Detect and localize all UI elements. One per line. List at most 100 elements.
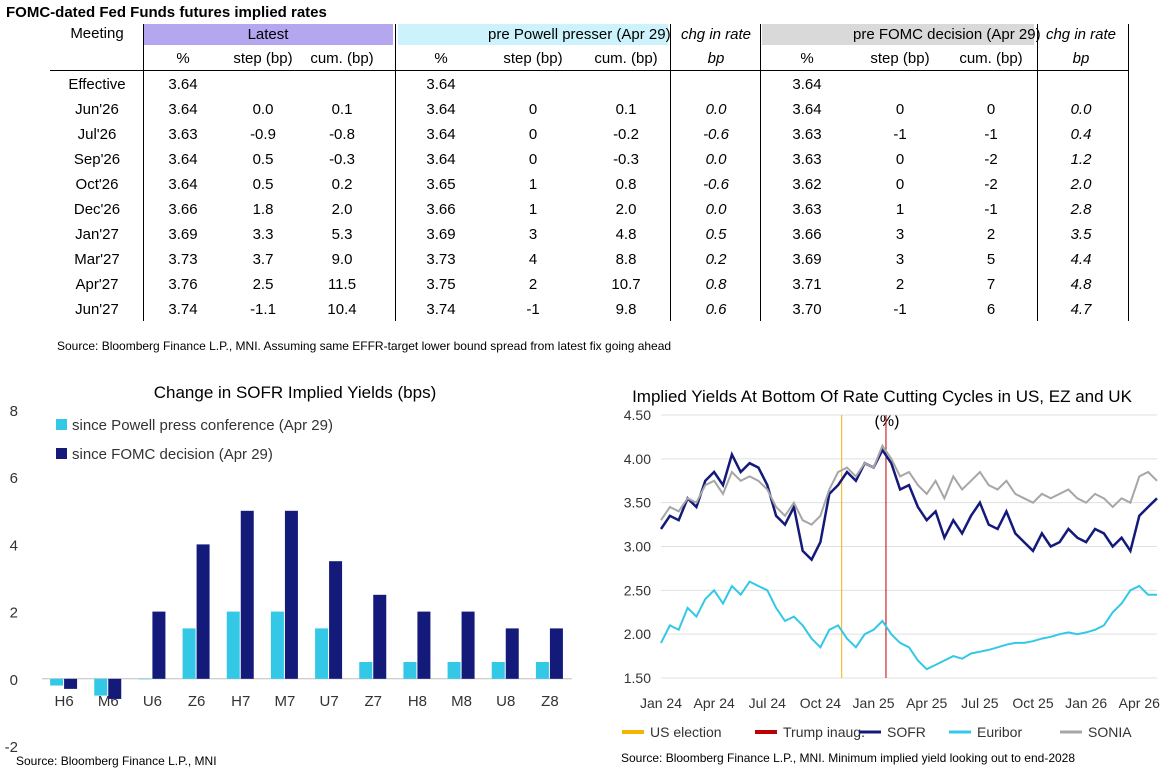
y-tick-label: 0 <box>10 672 18 689</box>
y-tick-label: 2.50 <box>624 582 651 598</box>
column-header: % <box>176 50 190 67</box>
bar-since Powell press conference (Apr 29) <box>491 662 505 679</box>
table-cell: 4.8 <box>615 226 637 243</box>
meeting-label: Apr'27 <box>75 276 119 293</box>
table-cell: 3.63 <box>792 201 822 218</box>
table-cell: -1.1 <box>250 301 276 318</box>
x-tick-label: Oct 24 <box>800 695 841 711</box>
y-tick-label: 1.50 <box>624 670 651 686</box>
table-cell: 3.73 <box>426 251 456 268</box>
table-cell: 0 <box>528 126 538 143</box>
table-cell: 3.64 <box>792 76 822 93</box>
meeting-label: Jan'27 <box>75 226 119 243</box>
table-cell: 3.64 <box>168 176 198 193</box>
meeting-label: Mar'27 <box>74 251 120 268</box>
table-cell: -0.9 <box>250 126 276 143</box>
table-cell: 0.0 <box>705 151 727 168</box>
table-cell: 3.76 <box>168 276 198 293</box>
table-divider <box>395 24 396 321</box>
meeting-header: Meeting <box>70 25 124 42</box>
table-cell: 3 <box>895 226 905 243</box>
table-title: FOMC-dated Fed Funds futures implied rat… <box>6 4 327 21</box>
table-divider <box>1037 24 1038 321</box>
bar-since FOMC decision (Apr 29) <box>284 510 298 679</box>
table-cell: -0.3 <box>329 151 355 168</box>
table-cell: 5.3 <box>331 226 353 243</box>
table-cell: 3.66 <box>426 201 456 218</box>
bar-since Powell press conference (Apr 29) <box>138 678 152 680</box>
table-cell: -0.3 <box>613 151 639 168</box>
series-line-Euribor <box>660 580 1157 671</box>
bar-since FOMC decision (Apr 29) <box>240 510 254 679</box>
legend-label: since Powell press conference (Apr 29) <box>72 417 333 434</box>
legend-label: US election <box>650 724 722 740</box>
table-cell: -1 <box>526 301 540 318</box>
table-cell: 6 <box>986 301 996 318</box>
table-cell: 0.6 <box>705 301 727 318</box>
meeting-label: Jul'26 <box>77 126 117 143</box>
bar-since Powell press conference (Apr 29) <box>403 662 417 679</box>
table-cell: 2.0 <box>615 201 637 218</box>
x-tick-label: Apr 25 <box>906 695 947 711</box>
meeting-label: Dec'26 <box>73 201 121 218</box>
table-cell: 3.69 <box>168 226 198 243</box>
x-tick-label: U7 <box>319 693 338 710</box>
table-divider <box>143 24 144 321</box>
header-rule <box>50 70 1128 71</box>
table-cell: -1 <box>893 126 907 143</box>
table-cell: 5 <box>986 251 996 268</box>
table-cell: 3 <box>528 226 538 243</box>
table-cell: 4.4 <box>1070 251 1092 268</box>
table-cell: 10.4 <box>327 301 357 318</box>
table-cell: 0.1 <box>331 101 353 118</box>
x-tick-label: Jul 25 <box>961 695 999 711</box>
table-divider <box>670 24 671 321</box>
table-cell: 9.0 <box>331 251 353 268</box>
table-cell: 7 <box>986 276 996 293</box>
y-tick-label: 2 <box>10 605 18 622</box>
latest-header-band <box>143 24 393 45</box>
table-cell: 3.7 <box>252 251 274 268</box>
bar-since FOMC decision (Apr 29) <box>417 611 431 679</box>
table-cell: 3.64 <box>426 151 456 168</box>
bar-since Powell press conference (Apr 29) <box>535 662 549 679</box>
legend-label: SONIA <box>1088 724 1132 740</box>
table-cell: 3.63 <box>792 151 822 168</box>
meeting-label: Jun'26 <box>75 101 119 118</box>
implied-yields-line-chart: Implied Yields At Bottom Of Rate Cutting… <box>621 387 1160 765</box>
table-cell: -0.8 <box>329 126 355 143</box>
meeting-label: Jun'27 <box>75 301 119 318</box>
legend-swatch <box>56 448 67 459</box>
table-cell: 2.8 <box>1070 201 1092 218</box>
table-cell: 1.8 <box>252 201 274 218</box>
table-cell: 2.5 <box>252 276 274 293</box>
x-tick-label: M8 <box>451 693 472 710</box>
x-tick-label: U8 <box>496 693 515 710</box>
table-cell: 3.64 <box>168 76 198 93</box>
table-cell: 9.8 <box>615 301 637 318</box>
table-cell: 0 <box>895 151 905 168</box>
x-tick-label: H7 <box>231 693 250 710</box>
x-tick-label: Oct 25 <box>1012 695 1053 711</box>
bar-since FOMC decision (Apr 29) <box>108 678 122 699</box>
table-cell: 2 <box>895 276 905 293</box>
table-cell: 3.5 <box>1070 226 1092 243</box>
table-divider <box>1128 24 1129 321</box>
table-cell: 3.73 <box>168 251 198 268</box>
bar-since Powell press conference (Apr 29) <box>50 678 64 686</box>
x-tick-label: H6 <box>54 693 73 710</box>
powell-header-band <box>398 24 668 45</box>
y-tick-label: 2.00 <box>624 626 651 642</box>
y-tick-label: -2 <box>5 739 18 756</box>
table-cell: 0 <box>528 101 538 118</box>
series-line-SOFR <box>659 447 1158 562</box>
table-cell: 3.71 <box>792 276 822 293</box>
table-cell: 3.64 <box>426 126 456 143</box>
x-tick-label: Jul 24 <box>749 695 787 711</box>
column-header: bp <box>1072 50 1090 67</box>
table-cell: 3.63 <box>792 126 822 143</box>
column-header: step (bp) <box>503 50 563 67</box>
table-cell: 0.2 <box>331 176 353 193</box>
table-cell: -0.2 <box>613 126 639 143</box>
bar-since FOMC decision (Apr 29) <box>329 561 343 679</box>
